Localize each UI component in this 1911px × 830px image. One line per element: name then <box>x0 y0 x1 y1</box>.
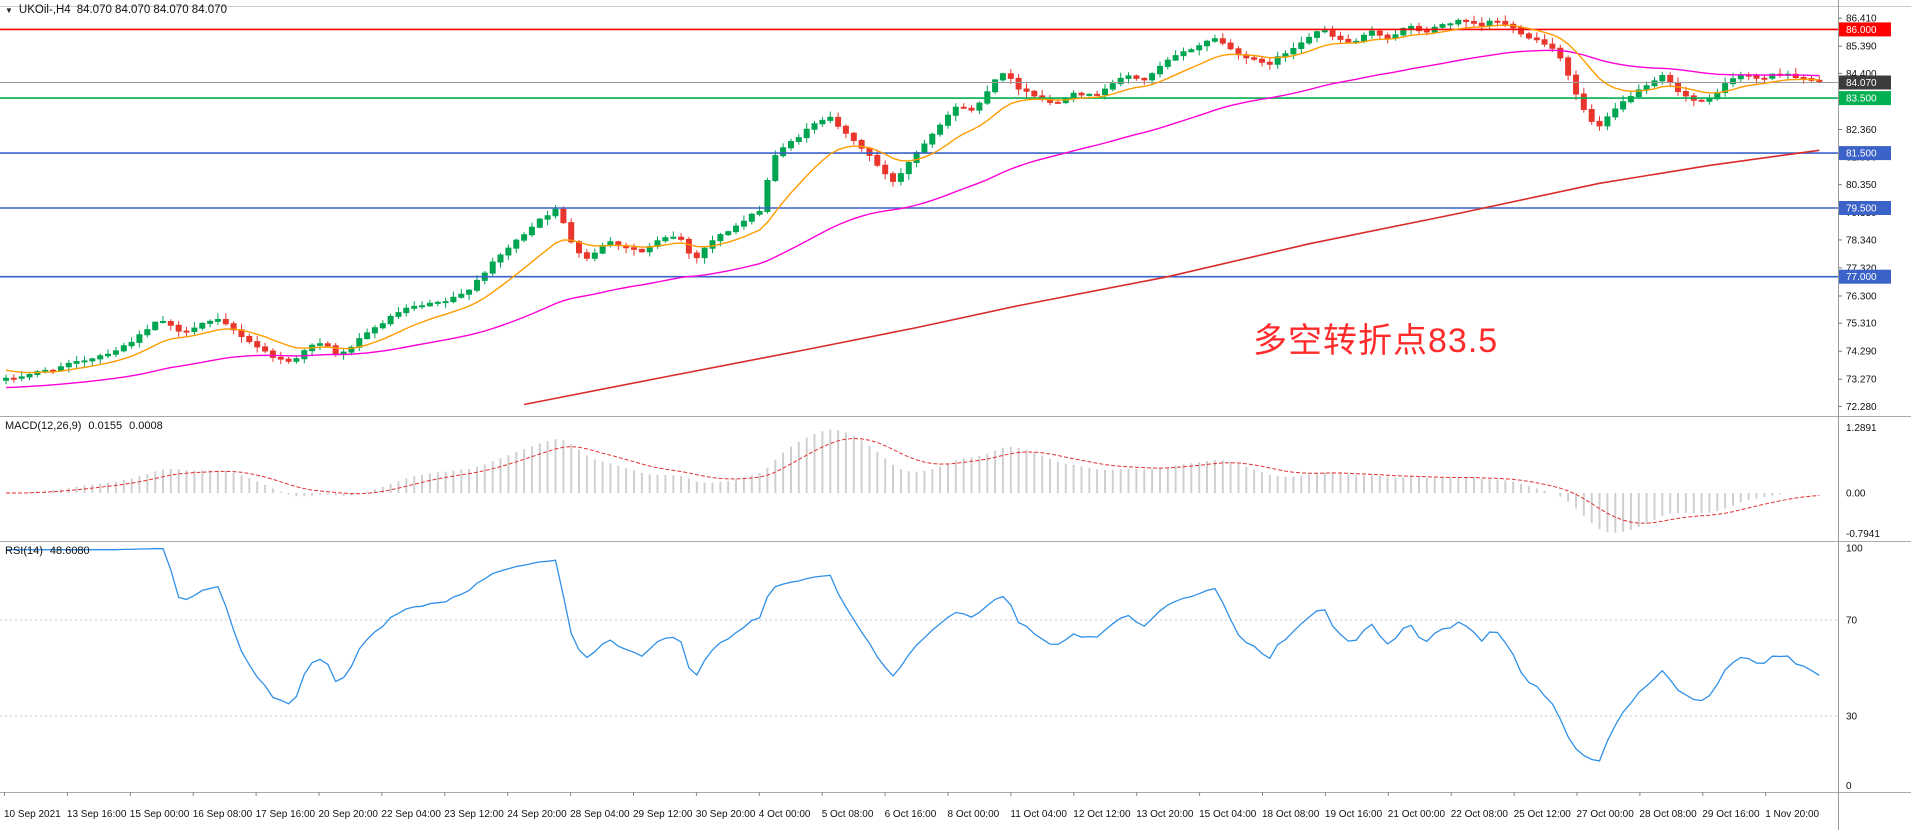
date-axis-label: 20 Sep 20:00 <box>319 809 379 820</box>
ma-fast-line <box>5 24 1820 374</box>
price-level-badge[interactable] <box>1839 22 1891 37</box>
rsi-axis-label: 0 <box>1846 781 1852 792</box>
price-axis-label: 82.360 <box>1846 125 1877 136</box>
date-axis-label: 13 Oct 20:00 <box>1136 809 1194 820</box>
date-axis-label: 13 Sep 16:00 <box>67 809 127 820</box>
date-axis-label: 24 Sep 20:00 <box>507 809 567 820</box>
bearish-candle-bodies <box>10 19 1823 380</box>
date-axis-label: 25 Oct 12:00 <box>1514 809 1572 820</box>
date-axis-label: 29 Sep 12:00 <box>633 809 693 820</box>
price-axis-label: 73.270 <box>1846 375 1877 386</box>
rsi-indicator-label: RSI(14) 48.6080 <box>5 545 90 557</box>
price-level-badge[interactable] <box>1839 91 1891 106</box>
ma-medium-line <box>5 49 1820 389</box>
date-axis-label: 28 Oct 08:00 <box>1639 809 1697 820</box>
macd-indicator-label: MACD(12,26,9) 0.0155 0.0008 <box>5 420 163 432</box>
date-axis-label: 22 Sep 04:00 <box>381 809 441 820</box>
symbol-collapse-icon[interactable]: ▼ <box>5 5 13 15</box>
price-axis-label: 85.390 <box>1846 42 1877 53</box>
symbol-ohlc-values: 84.070 84.070 84.070 84.070 <box>76 4 227 16</box>
date-axis-label: 10 Sep 2021 <box>4 809 61 820</box>
macd-histogram <box>20 429 1821 533</box>
price-axis-label: 84.400 <box>1846 69 1877 80</box>
symbol-title: UKOil-,H4 <box>18 4 71 16</box>
price-level-badge[interactable] <box>1839 201 1891 215</box>
rsi-line <box>6 548 1820 762</box>
macd-axis-label: 0.00 <box>1846 489 1866 500</box>
date-axis-label: 5 Oct 08:00 <box>822 809 874 820</box>
macd-value-signal: 0.0008 <box>129 420 163 432</box>
date-axis-label: 19 Oct 16:00 <box>1325 809 1383 820</box>
symbol-info: ▼ UKOil-,H4 84.070 84.070 84.070 84.070 <box>5 4 227 16</box>
date-axis-label: 27 Oct 00:00 <box>1577 809 1635 820</box>
price-level-badge-label: 81.500 <box>1846 149 1877 160</box>
price-level-badge-label: 79.500 <box>1846 204 1877 215</box>
date-axis-label: 29 Oct 16:00 <box>1702 809 1760 820</box>
macd-value-main: 0.0155 <box>88 420 123 432</box>
price-level-badge[interactable] <box>1839 75 1891 90</box>
price-level-badge-label: 83.500 <box>1846 94 1877 105</box>
annotation-text[interactable]: 多空转折点83.5 <box>1253 322 1499 360</box>
date-axis-label: 12 Oct 12:00 <box>1073 809 1131 820</box>
price-level-badge-label: 84.070 <box>1846 78 1877 89</box>
macd-signal-line <box>6 437 1820 524</box>
price-axis-label: 86.410 <box>1846 14 1877 25</box>
date-axis-label: 11 Oct 04:00 <box>1010 809 1067 820</box>
ma-slow-line <box>523 149 1820 406</box>
date-axis-label: 6 Oct 16:00 <box>885 809 937 820</box>
date-axis-label: 28 Sep 04:00 <box>570 809 630 820</box>
price-axis-label: 74.290 <box>1846 347 1877 358</box>
macd-axis-label: -0.7941 <box>1846 529 1880 540</box>
date-axis-label: 8 Oct 00:00 <box>948 809 1000 820</box>
price-level-badge[interactable] <box>1839 269 1891 284</box>
date-axis-label: 15 Oct 04:00 <box>1199 809 1257 820</box>
price-axis-label: 76.300 <box>1846 292 1877 303</box>
rsi-value: 48.6080 <box>49 545 90 557</box>
date-axis-label: 21 Oct 00:00 <box>1388 809 1446 820</box>
rsi-axis-label: 30 <box>1846 712 1858 723</box>
rsi-axis-label: 70 <box>1846 616 1858 627</box>
date-axis-label: 17 Sep 16:00 <box>256 809 316 820</box>
date-axis-label: 4 Oct 00:00 <box>759 809 811 820</box>
price-axis-label: 78.340 <box>1846 235 1877 246</box>
price-axis-label: 80.350 <box>1846 180 1877 191</box>
date-axis-label: 30 Sep 20:00 <box>696 809 756 820</box>
date-axis-label: 22 Oct 08:00 <box>1451 809 1509 820</box>
macd-name: MACD(12,26,9) <box>5 420 82 432</box>
price-level-badge[interactable] <box>1839 146 1891 161</box>
date-axis-label: 1 Nov 20:00 <box>1765 809 1819 820</box>
price-axis-label: 75.310 <box>1846 319 1877 330</box>
price-level-badge-label: 86.000 <box>1846 25 1877 36</box>
price-axis-label: 77.320 <box>1846 263 1877 274</box>
rsi-axis-label: 100 <box>1846 544 1863 555</box>
macd-axis-label: 1.2891 <box>1846 423 1877 434</box>
rsi-name: RSI(14) <box>5 545 43 557</box>
bullish-candle-wicks <box>5 17 1789 385</box>
date-axis-label: 16 Sep 08:00 <box>193 809 253 820</box>
price-level-badge-label: 77.000 <box>1846 272 1877 283</box>
date-axis-label: 18 Oct 08:00 <box>1262 809 1320 820</box>
date-axis-label: 23 Sep 12:00 <box>444 809 504 820</box>
date-axis-label: 15 Sep 00:00 <box>130 809 190 820</box>
price-axis-label: 72.280 <box>1846 402 1877 413</box>
